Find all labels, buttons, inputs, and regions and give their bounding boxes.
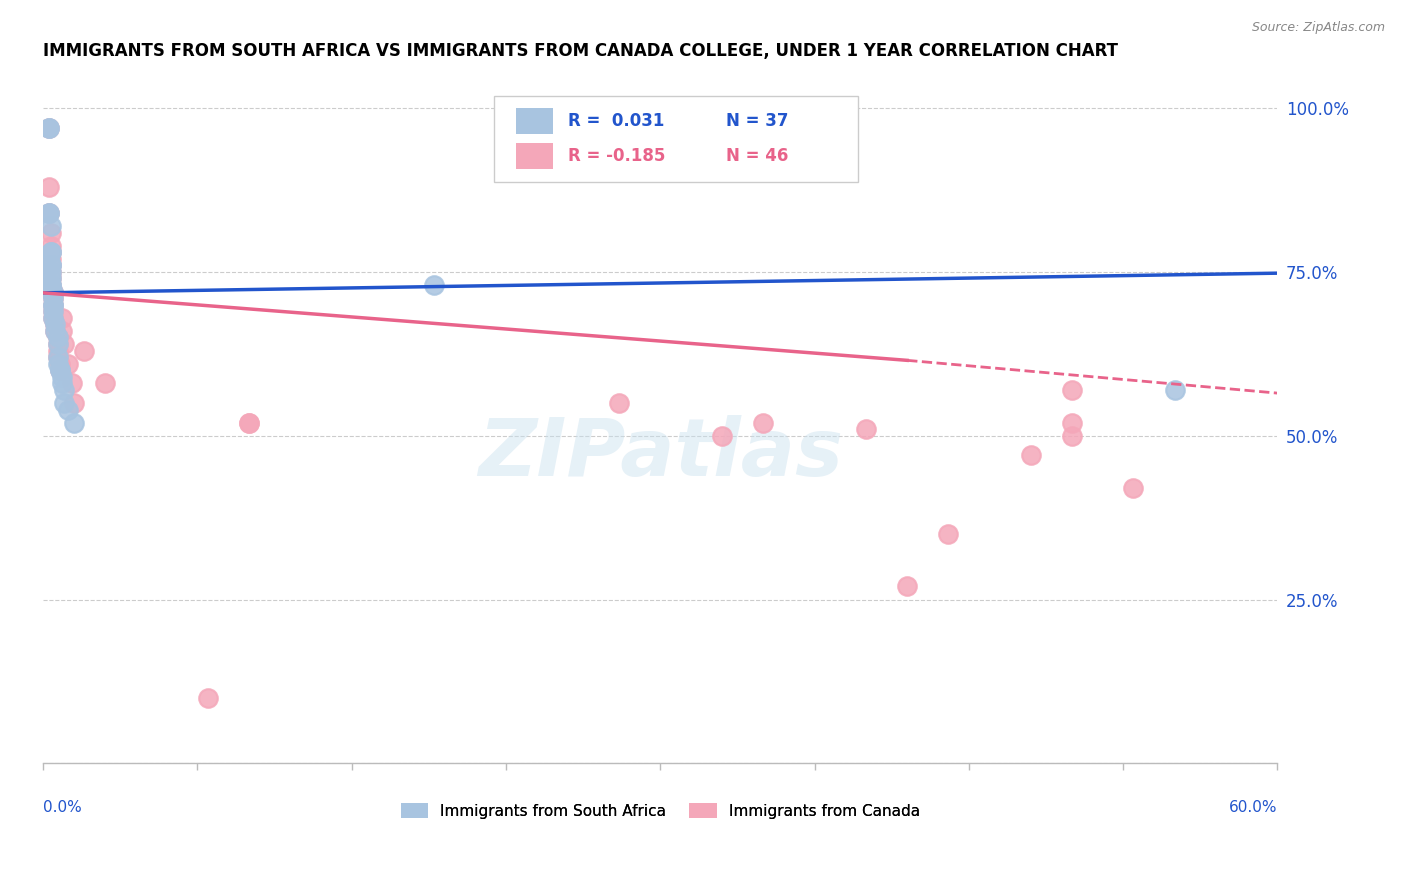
Point (1060, 416, 1083, 430)
Point (51, 310, 73, 325)
Point (41, 258, 63, 272)
Point (46, 337, 69, 351)
Text: 60.0%: 60.0% (1229, 799, 1278, 814)
Point (42, 298, 65, 312)
Point (60, 376, 83, 391)
Point (46, 350, 69, 364)
Point (56, 357, 79, 371)
FancyBboxPatch shape (494, 95, 858, 182)
Point (197, 690, 219, 705)
Point (42, 298, 65, 312)
Point (38, 120, 60, 135)
Point (44, 324, 66, 338)
Point (41, 277, 63, 292)
Point (38, 206, 60, 220)
Point (607, 120, 630, 135)
Point (41, 265, 63, 279)
Point (48, 357, 70, 371)
Point (38, 206, 60, 220)
Point (42, 285, 65, 299)
Point (423, 277, 446, 292)
Point (752, 416, 775, 430)
Point (1122, 481, 1144, 495)
Point (41, 238, 63, 252)
Point (42, 304, 65, 318)
Point (48, 363, 70, 377)
Point (855, 422, 877, 436)
Point (46, 343, 69, 358)
Point (42, 298, 65, 312)
Point (936, 527, 959, 541)
Text: R =  0.031: R = 0.031 (568, 112, 664, 130)
Point (73, 343, 96, 358)
Point (48, 363, 70, 377)
Point (44, 318, 66, 332)
Point (238, 416, 260, 430)
Point (46, 350, 69, 364)
Text: N = 46: N = 46 (725, 146, 789, 165)
Point (1060, 383, 1083, 397)
Point (46, 337, 69, 351)
FancyBboxPatch shape (516, 108, 553, 135)
Point (41, 271, 63, 285)
Point (41, 277, 63, 292)
Legend: Immigrants from South Africa, Immigrants from Canada: Immigrants from South Africa, Immigrants… (395, 797, 927, 825)
Point (44, 324, 66, 338)
Point (63, 396, 86, 410)
Point (41, 285, 63, 299)
Point (41, 219, 63, 233)
Point (46, 330, 69, 344)
Point (38, 206, 60, 220)
Point (41, 245, 63, 260)
Point (711, 428, 734, 442)
Text: Source: ZipAtlas.com: Source: ZipAtlas.com (1251, 21, 1385, 34)
Point (41, 277, 63, 292)
Point (41, 245, 63, 260)
Point (41, 258, 63, 272)
Text: ZIPatlas: ZIPatlas (478, 415, 842, 492)
Point (41, 226, 63, 240)
Point (42, 304, 65, 318)
Point (41, 265, 63, 279)
Text: IMMIGRANTS FROM SOUTH AFRICA VS IMMIGRANTS FROM CANADA COLLEGE, UNDER 1 YEAR COR: IMMIGRANTS FROM SOUTH AFRICA VS IMMIGRAN… (44, 42, 1118, 60)
Point (52, 383, 75, 397)
Point (52, 337, 75, 351)
Text: R = -0.185: R = -0.185 (568, 146, 665, 165)
Point (896, 580, 918, 594)
Point (41, 258, 63, 272)
Point (42, 285, 65, 299)
Text: N = 37: N = 37 (725, 112, 789, 130)
Point (51, 376, 73, 391)
Point (41, 252, 63, 266)
Point (42, 310, 65, 325)
Point (51, 369, 73, 384)
Point (46, 330, 69, 344)
Point (1060, 428, 1083, 442)
Point (1019, 449, 1042, 463)
Point (51, 324, 73, 338)
Point (38, 179, 60, 194)
Point (48, 363, 70, 377)
Point (42, 291, 65, 305)
Point (607, 396, 630, 410)
Point (42, 291, 65, 305)
Point (52, 396, 75, 410)
Point (41, 271, 63, 285)
Point (238, 416, 260, 430)
Point (38, 120, 60, 135)
Point (56, 402, 79, 417)
Point (63, 416, 86, 430)
Text: 0.0%: 0.0% (44, 799, 82, 814)
FancyBboxPatch shape (516, 143, 553, 169)
Point (38, 120, 60, 135)
Point (41, 245, 63, 260)
Point (1163, 383, 1185, 397)
Point (44, 318, 66, 332)
Point (42, 310, 65, 325)
Point (46, 357, 69, 371)
Point (94, 376, 117, 391)
